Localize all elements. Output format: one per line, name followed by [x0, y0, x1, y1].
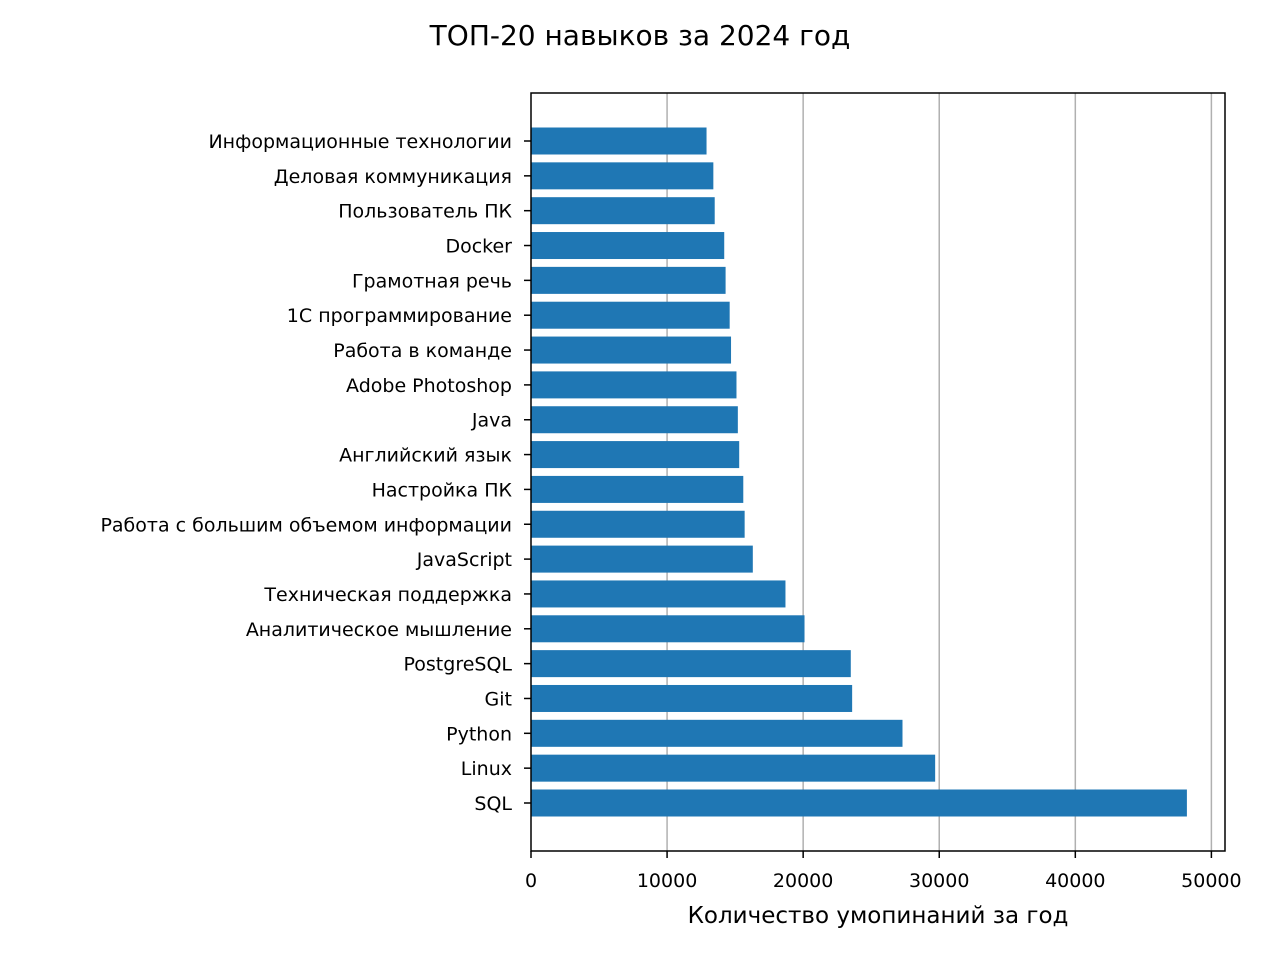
bar — [531, 650, 851, 678]
y-tick-label: JavaScript — [416, 549, 512, 571]
y-tick-layer: Информационные технологии Деловая коммуни… — [100, 131, 531, 815]
y-tick-label: Техническая поддержка — [263, 584, 512, 606]
x-tick-label: 20000 — [773, 870, 833, 892]
bar-layer — [531, 127, 1187, 817]
bar — [531, 510, 745, 538]
y-tick-label: Информационные технологии — [208, 131, 512, 153]
x-tick-label: 0 — [525, 870, 537, 892]
bar — [531, 406, 738, 434]
x-tick-label: 30000 — [909, 870, 969, 892]
x-tick-label: 50000 — [1181, 870, 1241, 892]
bar — [531, 127, 707, 155]
y-tick-label: Английский язык — [339, 445, 512, 467]
x-axis-label: Количество умопинаний за год — [688, 903, 1069, 929]
bar — [531, 754, 936, 782]
y-tick-label: Git — [485, 688, 512, 710]
bar — [531, 266, 726, 294]
bar — [531, 475, 744, 503]
y-tick-label: PostgreSQL — [404, 654, 513, 676]
bar — [531, 301, 730, 329]
bar — [531, 789, 1187, 817]
bar — [531, 162, 714, 190]
bar — [531, 441, 740, 469]
x-tick-label: 40000 — [1045, 870, 1105, 892]
y-tick-label: Настройка ПК — [372, 479, 513, 501]
bar — [531, 719, 903, 747]
x-tick-label: 10000 — [637, 870, 697, 892]
x-tick-layer: 0 10000 20000 30000 40000 50000 — [525, 851, 1242, 892]
bar — [531, 232, 725, 260]
bar — [531, 580, 786, 608]
bar — [531, 197, 715, 225]
y-tick-label: Аналитическое мышление — [246, 619, 512, 641]
y-tick-label: Adobe Photoshop — [346, 375, 512, 397]
bar — [531, 615, 805, 643]
y-tick-label: Работа с большим объемом информации — [100, 514, 512, 536]
bar — [531, 371, 737, 399]
y-tick-label: Грамотная речь — [352, 270, 512, 292]
y-tick-label: Деловая коммуникация — [274, 166, 512, 188]
y-tick-label: Работа в команде — [333, 340, 512, 362]
plot-frame — [530, 92, 1226, 852]
y-tick-label: Docker — [445, 236, 512, 258]
y-tick-label: SQL — [474, 793, 512, 815]
bar — [531, 684, 853, 712]
y-tick-label: Пользователь ПК — [338, 201, 512, 223]
bar — [531, 545, 753, 573]
bar — [531, 336, 732, 364]
y-tick-label: Java — [471, 410, 512, 432]
chart-title: ТОП-20 навыков за 2024 год — [429, 19, 851, 52]
y-tick-label: 1С программирование — [287, 305, 512, 327]
y-tick-label: Python — [446, 723, 512, 745]
y-tick-label: Linux — [461, 758, 512, 780]
